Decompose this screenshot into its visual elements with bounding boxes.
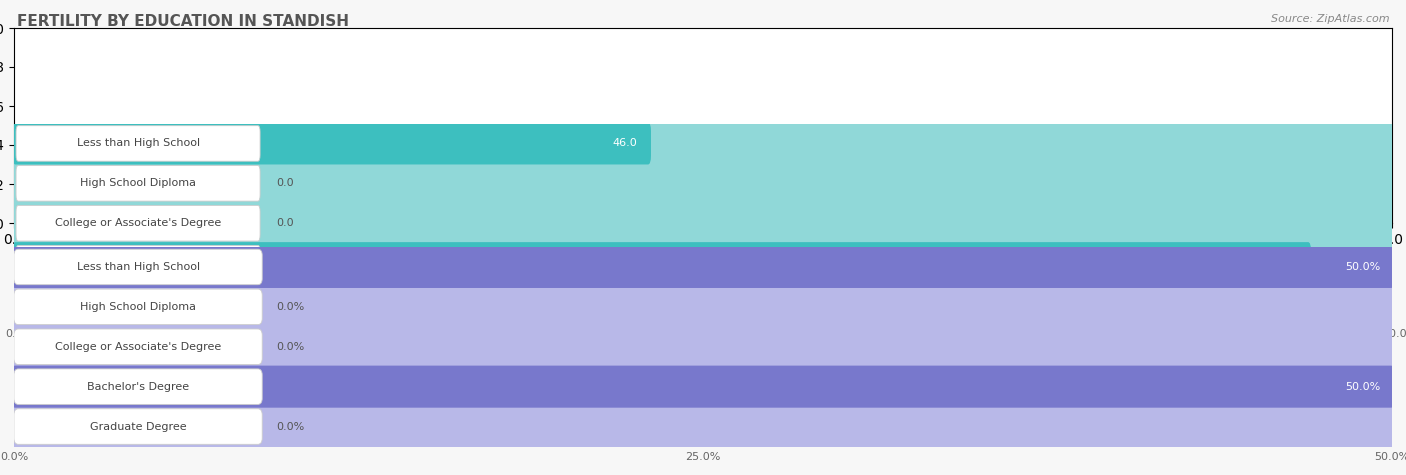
Text: High School Diploma: High School Diploma: [80, 178, 195, 189]
Text: 0.0: 0.0: [276, 298, 294, 308]
Text: 0.0%: 0.0%: [276, 421, 304, 432]
FancyBboxPatch shape: [14, 369, 262, 404]
Text: 46.0: 46.0: [612, 138, 637, 149]
Text: College or Associate's Degree: College or Associate's Degree: [55, 342, 221, 352]
Text: 50.0%: 50.0%: [1346, 381, 1381, 392]
FancyBboxPatch shape: [10, 246, 1396, 288]
Bar: [14, 203, 1392, 243]
Text: Graduate Degree: Graduate Degree: [90, 421, 187, 432]
Text: FERTILITY BY EDUCATION IN STANDISH: FERTILITY BY EDUCATION IN STANDISH: [17, 14, 349, 29]
Text: 0.0%: 0.0%: [276, 342, 304, 352]
Bar: [14, 327, 1392, 367]
Text: 50.0%: 50.0%: [1346, 262, 1381, 272]
Bar: [14, 243, 1392, 283]
FancyBboxPatch shape: [10, 246, 1396, 288]
FancyBboxPatch shape: [13, 123, 1393, 164]
Text: 0.0%: 0.0%: [276, 302, 304, 312]
FancyBboxPatch shape: [15, 206, 260, 241]
Bar: [14, 287, 1392, 327]
Text: 94.0: 94.0: [1274, 258, 1298, 268]
FancyBboxPatch shape: [13, 282, 1393, 324]
FancyBboxPatch shape: [14, 329, 262, 364]
FancyBboxPatch shape: [15, 246, 260, 281]
Bar: [14, 283, 1392, 323]
FancyBboxPatch shape: [10, 366, 1396, 408]
Text: Graduate Degree: Graduate Degree: [90, 298, 187, 308]
FancyBboxPatch shape: [10, 286, 1396, 328]
Bar: [14, 163, 1392, 203]
Text: Bachelor's Degree: Bachelor's Degree: [87, 381, 190, 392]
FancyBboxPatch shape: [14, 409, 262, 444]
FancyBboxPatch shape: [15, 126, 260, 161]
Text: Less than High School: Less than High School: [76, 138, 200, 149]
FancyBboxPatch shape: [14, 289, 262, 324]
FancyBboxPatch shape: [10, 406, 1396, 447]
FancyBboxPatch shape: [13, 242, 1393, 284]
Text: Less than High School: Less than High School: [76, 262, 200, 272]
Bar: [14, 124, 1392, 163]
FancyBboxPatch shape: [10, 326, 1396, 368]
Bar: [14, 367, 1392, 407]
Text: College or Associate's Degree: College or Associate's Degree: [55, 218, 221, 228]
Text: High School Diploma: High School Diploma: [80, 302, 195, 312]
FancyBboxPatch shape: [13, 242, 1310, 284]
Text: Source: ZipAtlas.com: Source: ZipAtlas.com: [1271, 14, 1389, 24]
Text: Bachelor's Degree: Bachelor's Degree: [87, 258, 190, 268]
FancyBboxPatch shape: [13, 162, 1393, 204]
FancyBboxPatch shape: [13, 202, 1393, 244]
Bar: [14, 247, 1392, 287]
Text: 0.0: 0.0: [276, 178, 294, 189]
FancyBboxPatch shape: [15, 166, 260, 201]
Text: 0.0: 0.0: [276, 218, 294, 228]
FancyBboxPatch shape: [14, 249, 262, 285]
FancyBboxPatch shape: [13, 123, 651, 164]
Bar: [14, 407, 1392, 446]
FancyBboxPatch shape: [10, 366, 1396, 408]
FancyBboxPatch shape: [15, 285, 260, 321]
